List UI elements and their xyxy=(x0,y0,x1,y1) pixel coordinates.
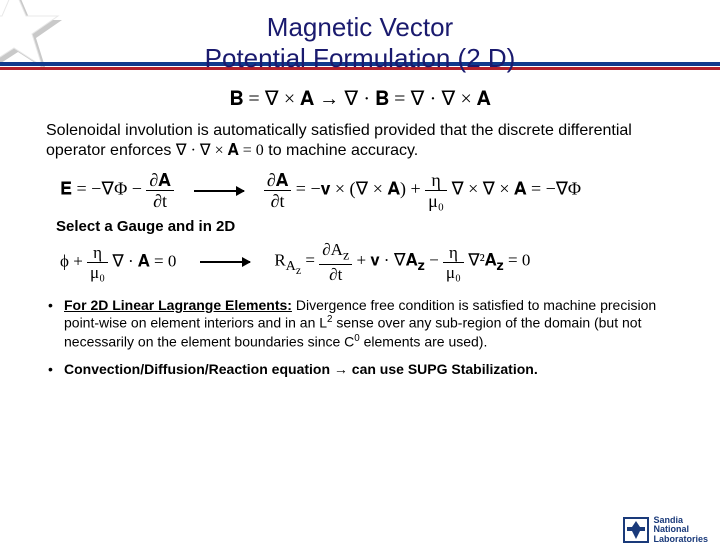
para1-post: to machine accuracy. xyxy=(268,142,418,159)
title-line-2: Potential Formulation (2 D) xyxy=(205,43,516,73)
equation-E-field: 𝐄 = −∇Φ − ∂𝐀∂t ∂𝐀∂t = −𝐯 × (∇ × 𝐀) + ημ₀… xyxy=(60,171,680,210)
bullet-1-text-c: elements are used). xyxy=(360,333,488,349)
bullet-1-lead: For 2D Linear Lagrange Elements: xyxy=(64,297,292,313)
bullet-2-text: Convection/Diffusion/Reaction equation →… xyxy=(64,361,538,377)
arrow-icon xyxy=(194,190,244,192)
equation-B-curl-A: 𝐁 = ∇ × 𝐀 → ∇ · 𝐁 = ∇ · ∇ × 𝐀 xyxy=(40,88,680,111)
bullet-item-supg: Convection/Diffusion/Reaction equation →… xyxy=(48,361,672,379)
arrow-icon xyxy=(200,261,250,263)
inline-eq-div-curl-zero: ∇ · ∇ × 𝐀 = 0 xyxy=(176,142,264,159)
bullet-item-lagrange: For 2D Linear Lagrange Elements: Diverge… xyxy=(48,297,672,351)
slide-content: 𝐁 = ∇ × 𝐀 → ∇ · 𝐁 = ∇ · ∇ × 𝐀 Solenoidal… xyxy=(0,88,720,378)
solenoidal-paragraph: Solenoidal involution is automatically s… xyxy=(46,121,674,161)
bullet-list: For 2D Linear Lagrange Elements: Diverge… xyxy=(40,297,680,378)
equation-gauge: ϕ + ημ₀ ∇ · 𝐀 = 0 RAz = ∂Az∂t + 𝐯 · ∇𝐀𝐳 … xyxy=(60,241,680,283)
eq-E-rhs: ∂𝐀∂t = −𝐯 × (∇ × 𝐀) + ημ₀ ∇ × ∇ × 𝐀 = −∇… xyxy=(264,171,581,210)
title-line-1: Magnetic Vector xyxy=(267,12,453,42)
thunderbird-icon xyxy=(623,517,649,543)
eq-E-lhs: 𝐄 = −∇Φ − ∂𝐀∂t xyxy=(60,171,174,210)
slide-title: Magnetic Vector Potential Formulation (2… xyxy=(0,12,720,74)
logo-line-3: Laboratories xyxy=(653,535,708,544)
eq-gauge-rhs: RAz = ∂Az∂t + 𝐯 · ∇𝐀𝐳 − ημ₀ ∇²𝐀𝐳 = 0 xyxy=(274,241,530,283)
gauge-heading: Select a Gauge and in 2D xyxy=(56,218,680,235)
eq-gauge-lhs: ϕ + ημ₀ ∇ · 𝐀 = 0 xyxy=(60,244,176,281)
